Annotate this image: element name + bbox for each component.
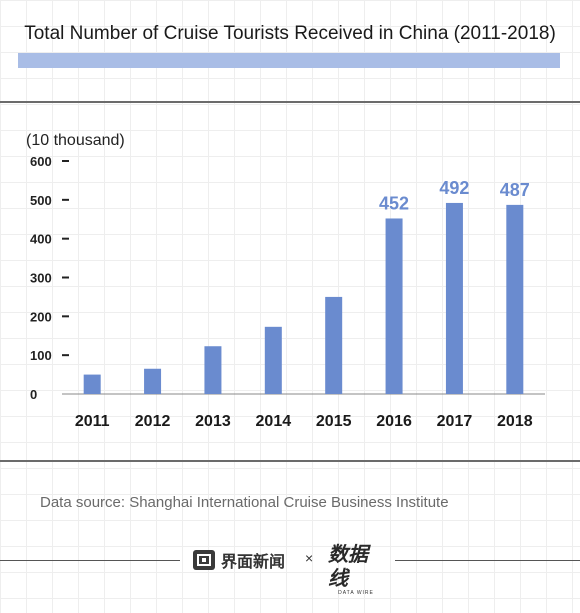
- bar: [385, 218, 403, 394]
- bar: [506, 204, 524, 394]
- footer-line-left: [0, 560, 180, 561]
- datawire-logo: 数据线 DATA WIRE: [328, 542, 384, 596]
- bar-data-label: 492: [439, 178, 469, 198]
- x-tick-label: 2012: [135, 413, 171, 430]
- x-tick-label: 2014: [256, 413, 292, 430]
- bottom-divider: [0, 460, 580, 462]
- datawire-name: 数据线: [328, 542, 368, 590]
- datawire-sub: DATA WIRE: [338, 590, 374, 596]
- y-unit-label: (10 thousand): [26, 132, 125, 149]
- y-tick-label: 600: [30, 154, 52, 169]
- x-tick-label: 2018: [497, 413, 533, 430]
- bar: [144, 368, 162, 394]
- y-tick-label: 0: [30, 387, 37, 402]
- y-tick-label: 300: [30, 271, 52, 286]
- bar-chart: (10 thousand) 0 100 200 300 400 500 600 2011 2012…: [26, 132, 545, 430]
- x-tick-label: 2016: [376, 413, 412, 430]
- y-tick-label: 500: [30, 193, 52, 208]
- x-tick-label: 2015: [316, 413, 352, 430]
- times-sign: ×: [305, 550, 314, 566]
- bar-data-label: 452: [379, 193, 409, 213]
- top-divider: [0, 101, 580, 103]
- bar: [445, 202, 463, 394]
- title-highlight-band: [18, 53, 560, 68]
- jiemian-icon: [193, 550, 215, 570]
- jiemian-logo: 界面新闻: [193, 548, 285, 572]
- bar: [83, 374, 101, 394]
- x-tick-label: 2017: [437, 413, 473, 430]
- bar: [264, 326, 282, 394]
- y-tick-label: 100: [30, 348, 52, 363]
- chart-title: Total Number of Cruise Tourists Received…: [24, 23, 556, 44]
- bar-data-label: 487: [500, 180, 530, 200]
- jiemian-name: 界面新闻: [221, 552, 286, 571]
- data-source: Data source: Shanghai International Crui…: [40, 494, 449, 511]
- bar: [325, 296, 343, 394]
- y-tick-label: 200: [30, 309, 52, 324]
- bar: [204, 346, 222, 394]
- y-tick-label: 400: [30, 232, 52, 247]
- x-tick-label: 2013: [195, 413, 231, 430]
- footer-line-right: [395, 560, 580, 561]
- x-tick-label: 2011: [75, 413, 110, 430]
